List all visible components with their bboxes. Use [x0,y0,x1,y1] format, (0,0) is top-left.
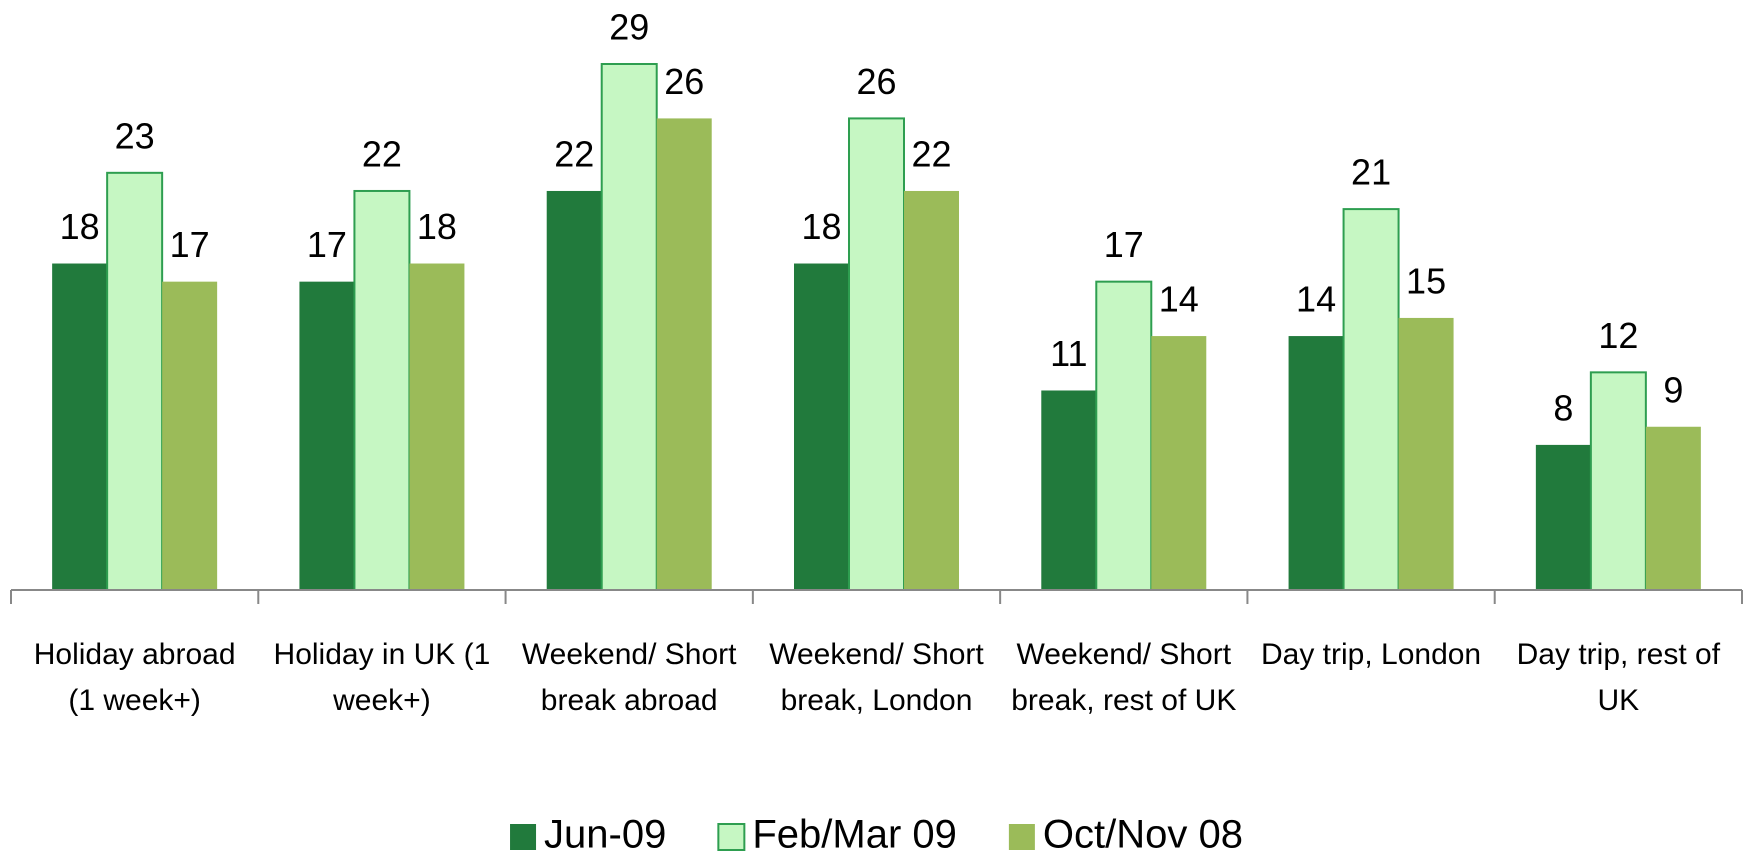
bar [1151,336,1207,590]
x-tick-label: Holiday abroad (1 week+) [33,638,236,717]
value-label: 17 [1104,224,1144,265]
value-label: 17 [170,224,210,265]
legend-swatch [1008,824,1035,850]
value-label: 22 [554,133,594,174]
value-label: 11 [1050,333,1087,374]
bar [409,263,465,590]
value-label: 18 [60,206,100,247]
bar [162,281,218,590]
value-label: 26 [856,61,896,102]
bar [1535,444,1591,590]
value-label: 18 [801,206,841,247]
bar [794,263,849,590]
bar [106,171,164,592]
bar [904,190,959,590]
legend-label: Feb/Mar 09 [752,813,957,854]
x-tick-label: Weekend/ Short break, London [769,638,984,717]
bar [1095,280,1153,591]
value-label: 15 [1406,260,1446,301]
bar [656,118,712,591]
value-label: 12 [1598,315,1638,356]
value-label: 22 [911,133,951,174]
value-label: 14 [1296,279,1336,320]
value-label: 26 [664,61,704,102]
bar [546,190,602,590]
value-label: 14 [1159,279,1199,320]
bar [52,263,108,590]
bar [848,117,905,592]
value-label: 9 [1663,369,1683,410]
bar [1342,208,1400,591]
bar [1288,336,1344,590]
value-label: 18 [417,206,457,247]
legend-swatch [717,823,746,851]
bar [1589,371,1647,591]
bar [600,63,658,591]
legend-label: Oct/Nov 08 [1043,813,1243,854]
bar [1645,426,1701,590]
x-tick-label: Weekend/ Short break abroad [521,638,737,717]
legend-label: Jun-09 [544,813,666,854]
bar [1398,317,1454,590]
value-label: 21 [1351,152,1391,193]
legend-swatch [510,824,537,850]
x-tick-label: Weekend/ Short break, rest of UK [1011,638,1237,717]
x-tick-label: Holiday in UK (1 week+) [273,638,491,717]
value-label: 8 [1553,387,1573,428]
x-tick-label: Day trip, London [1260,638,1482,671]
bar [1041,390,1097,590]
value-label: 29 [609,7,649,48]
value-label: 23 [115,115,155,156]
value-label: 22 [362,133,402,174]
bar [353,189,411,591]
bar [299,281,355,590]
value-label: 17 [307,224,347,265]
x-tick-label: Day trip, rest of UK [1516,638,1721,717]
